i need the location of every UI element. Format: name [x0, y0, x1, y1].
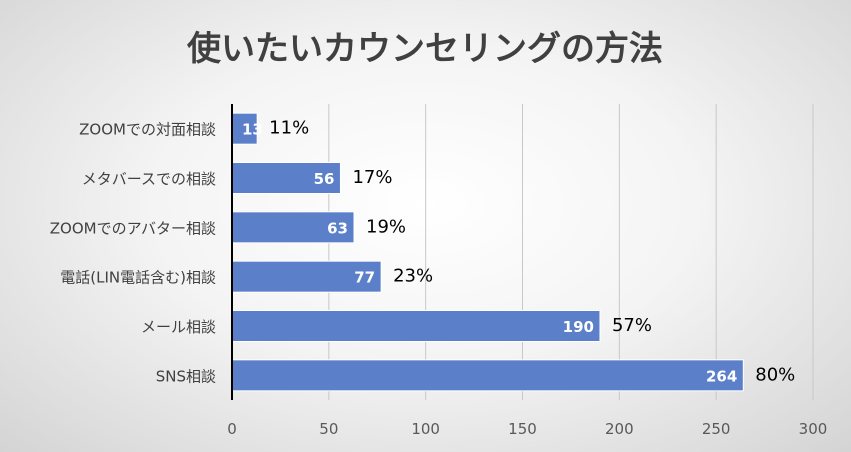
bars [231, 112, 744, 392]
data-label: 56 [314, 170, 335, 188]
x-tick-label: 250 [702, 420, 731, 438]
category-label: ZOOMでの対面相談 [79, 121, 216, 139]
gridlines [328, 104, 814, 400]
percent-label: 80% [755, 364, 795, 385]
category-label: メール相談 [141, 318, 216, 336]
data-label: 264 [706, 367, 737, 385]
bar [231, 310, 601, 342]
bar [231, 211, 355, 244]
bar [231, 112, 258, 145]
labels: 0 50 100 150 200 250 300 ZOOMでの対面相談 13 11% メタバースでの… [50, 118, 828, 438]
x-tick-label: 150 [508, 420, 537, 438]
category-label: メタバースでの相談 [82, 170, 216, 188]
x-tick-label: 300 [799, 420, 828, 438]
x-tick-label: 100 [411, 420, 440, 438]
category-label: 電話(LIN電話含む)相談 [60, 269, 216, 287]
percent-label: 57% [612, 315, 652, 336]
percent-label: 11% [269, 118, 309, 139]
bar [231, 359, 744, 392]
x-tick-label: 50 [319, 420, 338, 438]
category-label: SNS相談 [156, 367, 216, 385]
chart-title: 使いたいカウンセリングの方法 [186, 29, 663, 69]
percent-label: 17% [352, 167, 392, 188]
percent-label: 23% [393, 266, 433, 287]
data-label: 63 [327, 219, 348, 237]
x-tick-label: 200 [605, 420, 634, 438]
category-label: ZOOMでのアバター相談 [50, 219, 216, 237]
bar [231, 260, 382, 293]
x-tick-label: 0 [227, 420, 237, 438]
percent-label: 19% [366, 216, 406, 237]
data-label: 13 [242, 121, 263, 139]
data-label: 190 [563, 318, 594, 336]
data-label: 77 [354, 269, 375, 287]
